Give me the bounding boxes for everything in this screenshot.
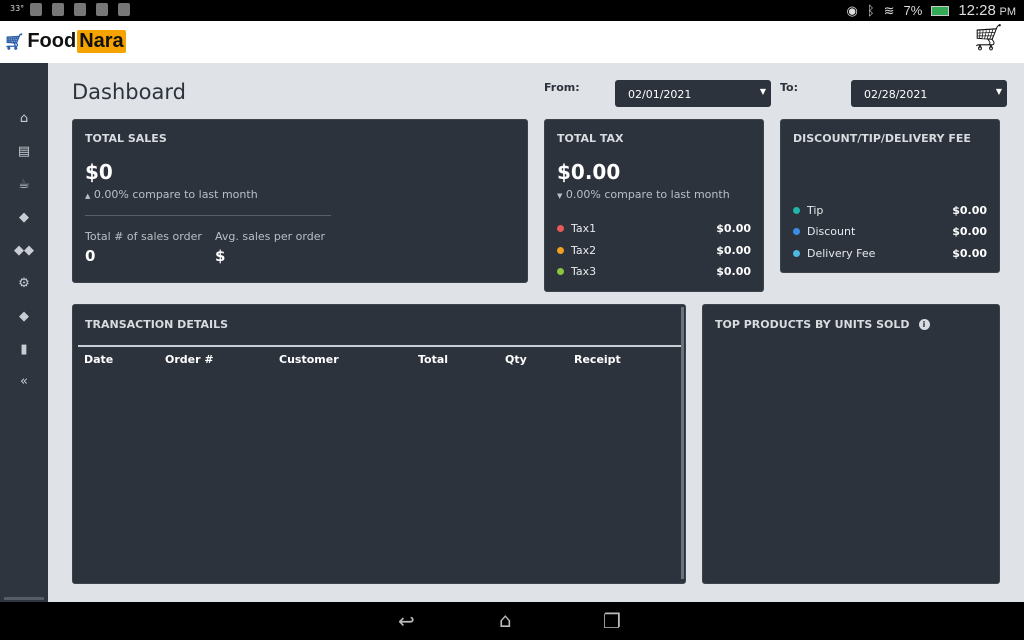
shopping-cart-icon[interactable]: 🛒︎ (972, 23, 1006, 53)
total-tax-amount: $0.00 (557, 160, 621, 184)
divider (85, 215, 331, 216)
logo-cart-icon: 🛒︎ (4, 33, 25, 51)
wifi-icon: ≋ (883, 2, 895, 18)
dot-icon (557, 225, 564, 232)
card-title: TOTAL SALES (85, 132, 167, 145)
tax-value: $0.00 (716, 244, 751, 257)
coffee-icon[interactable]: ☕︎ (18, 177, 30, 192)
total-sales-amount: $0 (85, 160, 113, 184)
chevron-down-icon: ▼ (759, 87, 766, 96)
fee-row: Discount (793, 225, 855, 238)
card-title: DISCOUNT/TIP/DELIVERY FEE (793, 132, 971, 145)
transaction-details-card: TRANSACTION DETAILS Date Order # Custome… (72, 304, 686, 584)
page-title: Dashboard (72, 80, 186, 104)
tax-row: Tax2 (557, 244, 596, 257)
collapse-icon[interactable]: « (20, 374, 28, 389)
info-icon[interactable]: i (918, 319, 930, 330)
tax-value: $0.00 (716, 265, 751, 278)
fee-row: Delivery Fee (793, 247, 875, 260)
divider (78, 345, 682, 347)
compare-text: 0.00% compare to last month (93, 188, 258, 201)
tax-value: $0.00 (716, 222, 751, 235)
to-date-value: 02/28/2021 (864, 88, 928, 101)
dot-icon (557, 268, 564, 275)
card-title: TOTAL TAX (557, 132, 624, 145)
battery-percent: 7% (903, 3, 923, 18)
dot-icon (793, 250, 800, 257)
status-bar: 33° ◉ ᛒ ≋ 7% 12:28 PM (0, 0, 1024, 21)
column-header-total[interactable]: Total (418, 353, 449, 366)
recent-apps-icon[interactable]: ❐ (603, 609, 621, 633)
fee-row: Tip (793, 204, 823, 217)
avg-value: $ (215, 247, 226, 265)
total-tax-card: TOTAL TAX $0.00 ▼ 0.00% compare to last … (544, 119, 764, 292)
location-icon: ◉ (846, 2, 858, 18)
clock: 12:28 (958, 2, 996, 19)
tax-row: Tax3 (557, 265, 596, 278)
tag-icon[interactable]: ◆ (19, 309, 29, 324)
top-products-card: TOP PRODUCTS BY UNITS SOLD i (702, 304, 1000, 584)
fees-card: DISCOUNT/TIP/DELIVERY FEE Tip $0.00 Disc… (780, 119, 1000, 273)
from-date-select[interactable]: 02/01/2021 ▼ (615, 80, 771, 107)
tablet-icon[interactable]: ▮ (20, 342, 28, 357)
notification-icons (30, 3, 130, 16)
column-header-date[interactable]: Date (84, 353, 114, 366)
card-title: TOP PRODUCTS BY UNITS SOLD (715, 318, 910, 331)
caret-down-icon: ▼ (557, 192, 563, 200)
home-icon[interactable]: ⌂ (19, 111, 29, 126)
scrollbar[interactable] (681, 307, 684, 579)
from-label: From: (544, 81, 580, 94)
column-header-receipt[interactable]: Receipt (574, 353, 621, 366)
card-title: TRANSACTION DETAILS (85, 318, 229, 331)
to-date-select[interactable]: 02/28/2021 ▼ (851, 80, 1007, 107)
column-header-qty[interactable]: Qty (505, 353, 527, 366)
sidebar-scrollbar[interactable] (4, 597, 44, 600)
battery-icon (931, 5, 950, 16)
fee-value: $0.00 (952, 204, 987, 217)
caret-up-icon: ▲ (85, 192, 91, 200)
tag-icon[interactable]: ◆ (19, 210, 29, 225)
to-label: To: (780, 81, 798, 94)
total-sales-card: TOTAL SALES $0 ▲ 0.00% compare to last m… (72, 119, 528, 283)
dot-icon (557, 247, 564, 254)
column-header-order[interactable]: Order # (165, 353, 214, 366)
dot-icon (793, 207, 800, 214)
logo[interactable]: 🛒︎ Food Nara (4, 30, 126, 53)
home-icon[interactable]: ⌂ (499, 608, 512, 632)
tags-icon[interactable]: ◆◆ (14, 243, 34, 258)
back-icon[interactable]: ↩ (398, 609, 415, 633)
clock-ampm: PM (999, 6, 1017, 18)
orders-value: 0 (85, 247, 96, 265)
android-nav-bar: ↩ ⌂ ❐ (0, 602, 1024, 640)
fee-value: $0.00 (952, 225, 987, 238)
list-icon[interactable]: ▤ (17, 144, 31, 159)
avg-label: Avg. sales per order (215, 230, 325, 243)
app-header: 🛒︎ Food Nara 🛒︎ (0, 21, 1024, 63)
orders-label: Total # of sales order (85, 230, 202, 243)
column-header-customer[interactable]: Customer (279, 353, 339, 366)
temperature: 33° (10, 4, 25, 13)
dot-icon (793, 228, 800, 235)
from-date-value: 02/01/2021 (628, 88, 692, 101)
chevron-down-icon: ▼ (995, 87, 1002, 96)
bluetooth-icon: ᛒ (866, 3, 875, 18)
compare-text: 0.00% compare to last month (565, 188, 730, 201)
tax-row: Tax1 (557, 222, 596, 235)
gear-icon[interactable]: ⚙ (18, 276, 30, 291)
fee-value: $0.00 (952, 247, 987, 260)
sidebar: ⌂ ▤ ☕︎ ◆ ◆◆ ⚙ ◆ ▮ « (0, 63, 48, 602)
